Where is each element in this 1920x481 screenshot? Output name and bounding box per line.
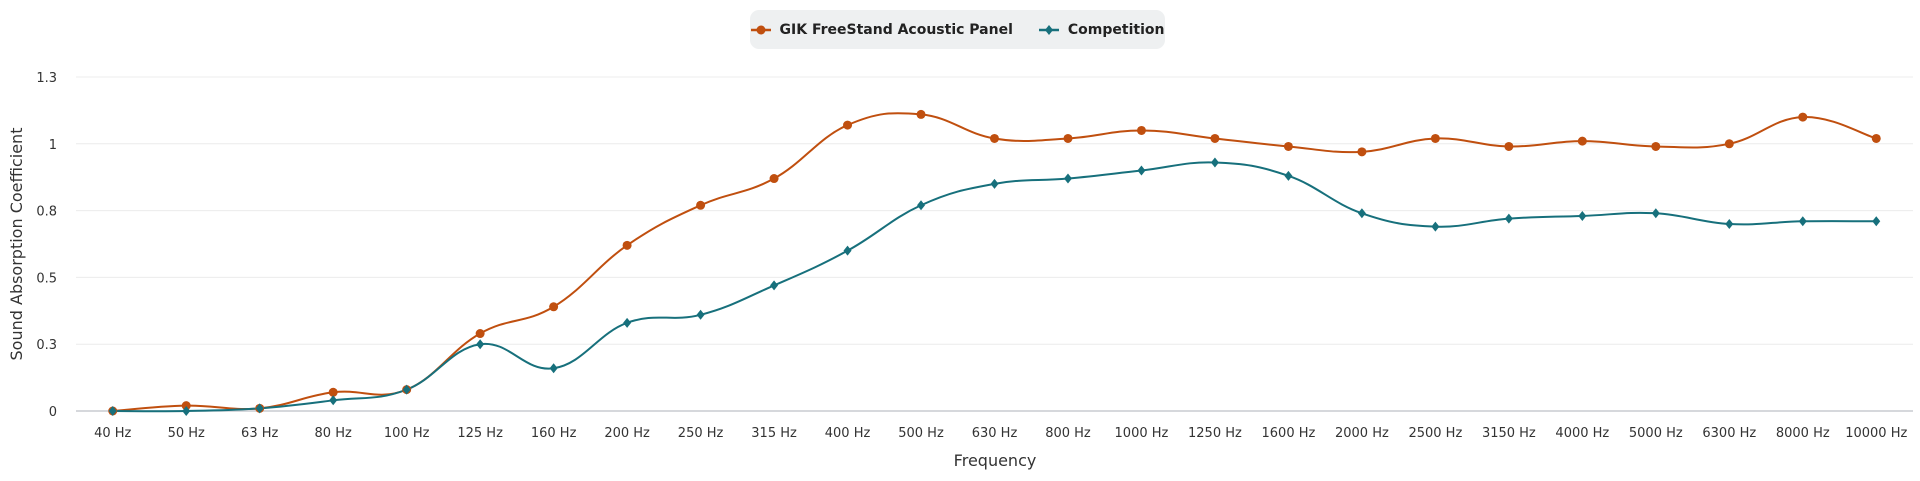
- data-point: [990, 178, 999, 189]
- y-tick-label: 1.3: [36, 71, 57, 86]
- x-tick-label: 5000 Hz: [1629, 426, 1683, 441]
- data-point: [696, 200, 706, 210]
- legend-item-competition[interactable]: Competition: [1038, 21, 1165, 38]
- data-point: [181, 401, 191, 411]
- data-point: [1284, 170, 1293, 181]
- data-point: [770, 280, 779, 291]
- data-point: [1651, 141, 1661, 151]
- data-point: [769, 174, 779, 184]
- series-line: [112, 112, 1877, 412]
- data-point: [182, 406, 191, 416]
- data-point: [329, 395, 338, 406]
- data-point: [1210, 157, 1219, 168]
- x-tick-label: 2500 Hz: [1408, 426, 1462, 441]
- x-tick-label: 125 Hz: [457, 426, 503, 441]
- x-tick-label: 800 Hz: [1045, 426, 1091, 441]
- data-point: [622, 240, 632, 250]
- series-line: [112, 161, 1877, 413]
- x-tick-label: 50 Hz: [168, 426, 205, 441]
- data-point: [549, 302, 559, 312]
- circle-marker-icon: [750, 25, 771, 34]
- data-point: [549, 363, 558, 374]
- x-tick-label: 1250 Hz: [1188, 426, 1242, 441]
- data-point: [917, 200, 926, 211]
- x-tick-label: 315 Hz: [751, 426, 797, 441]
- data-point: [1430, 133, 1440, 143]
- data-point: [1283, 141, 1293, 151]
- data-point: [1725, 218, 1734, 229]
- data-point: [1798, 112, 1808, 122]
- data-point: [916, 109, 926, 119]
- legend-item-gik[interactable]: GIK FreeStand Acoustic Panel: [750, 21, 1013, 38]
- data-point: [1578, 210, 1587, 221]
- data-point: [1872, 216, 1881, 227]
- x-tick-label: 160 Hz: [531, 426, 577, 441]
- x-axis-title: Frequency: [954, 451, 1037, 470]
- x-tick-label: 4000 Hz: [1555, 426, 1609, 441]
- data-point: [1504, 141, 1514, 151]
- legend-label: Competition: [1067, 21, 1165, 38]
- x-tick-label: 63 Hz: [241, 426, 278, 441]
- data-point: [1577, 136, 1587, 146]
- data-point: [1136, 125, 1146, 135]
- data-point: [1210, 133, 1220, 143]
- y-tick-label: 1: [49, 138, 57, 153]
- data-point: [623, 317, 632, 328]
- data-point: [1063, 133, 1073, 143]
- x-tick-label: 80 Hz: [315, 426, 352, 441]
- data-point: [108, 406, 117, 416]
- x-tick-label: 6300 Hz: [1702, 426, 1756, 441]
- data-point: [475, 329, 485, 339]
- data-point: [1063, 173, 1072, 184]
- x-tick-label: 10000 Hz: [1845, 426, 1907, 441]
- data-point: [1357, 147, 1367, 157]
- x-tick-label: 2000 Hz: [1335, 426, 1389, 441]
- y-axis-title: Sound Absorption Coefficient: [7, 128, 26, 361]
- data-point: [843, 245, 852, 256]
- x-tick-label: 500 Hz: [898, 426, 944, 441]
- legend-label: GIK FreeStand Acoustic Panel: [779, 21, 1013, 38]
- data-point: [1504, 213, 1513, 224]
- legend: GIK FreeStand Acoustic Panel Competition: [750, 10, 1165, 49]
- diamond-marker-icon: [1038, 24, 1059, 35]
- data-point: [696, 309, 705, 320]
- data-point: [255, 403, 264, 414]
- x-tick-label: 3150 Hz: [1482, 426, 1536, 441]
- x-tick-label: 8000 Hz: [1776, 426, 1830, 441]
- y-tick-label: 0: [49, 405, 57, 420]
- data-point: [1798, 216, 1807, 227]
- x-tick-label: 400 Hz: [825, 426, 871, 441]
- y-tick-label: 0.3: [36, 338, 57, 353]
- data-point: [402, 384, 411, 395]
- x-tick-label: 1000 Hz: [1115, 426, 1169, 441]
- data-point: [476, 339, 485, 350]
- x-tick-label: 200 Hz: [604, 426, 650, 441]
- data-point: [1357, 208, 1366, 219]
- data-point: [1871, 133, 1881, 143]
- x-tick-label: 630 Hz: [972, 426, 1018, 441]
- y-tick-label: 0.8: [36, 205, 57, 220]
- y-tick-label: 0.5: [36, 271, 57, 286]
- data-point: [990, 133, 999, 143]
- data-point: [1651, 208, 1660, 219]
- x-tick-label: 100 Hz: [384, 426, 430, 441]
- data-point: [1724, 139, 1734, 149]
- x-tick-label: 40 Hz: [94, 426, 131, 441]
- data-point: [1431, 221, 1440, 232]
- x-tick-label: 1600 Hz: [1262, 426, 1316, 441]
- data-point: [328, 387, 338, 397]
- x-tick-label: 250 Hz: [678, 426, 724, 441]
- data-point: [843, 120, 853, 130]
- data-point: [1137, 165, 1146, 176]
